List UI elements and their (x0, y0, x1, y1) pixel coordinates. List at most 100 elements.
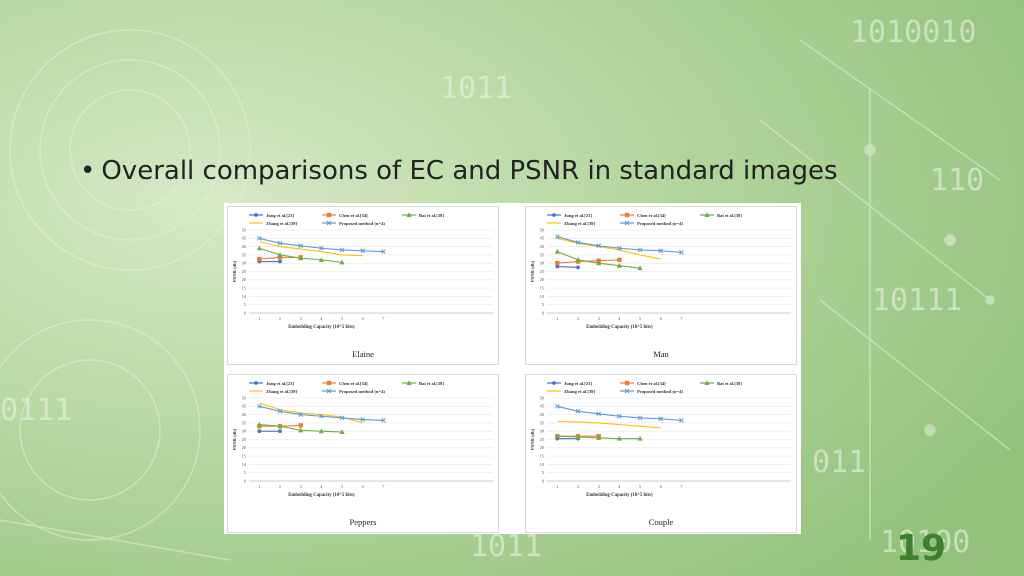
data-point (256, 245, 262, 251)
y-tick-label: 5 (244, 302, 247, 307)
legend-item: Bai et al.[38] (700, 380, 742, 386)
x-tick-label: 5 (341, 484, 344, 489)
slide-number: 19 (896, 528, 947, 569)
legend-label: Zhang et al.[39] (564, 389, 595, 394)
chart-frame (227, 374, 499, 533)
x-axis-label: Embedding Capacity (10^5 bits) (288, 325, 355, 330)
data-point (339, 247, 345, 253)
y-tick-label: 10 (540, 294, 545, 299)
legend-item: Chen et al.[34] (322, 380, 368, 386)
data-point (318, 257, 324, 262)
data-point (319, 245, 324, 251)
x-tick-label: 6 (660, 316, 663, 321)
legend-label: Chen et al.[34] (339, 213, 368, 218)
chart-legend: Jung et al.[23] Chen et al.[34] Bai et al.… (249, 380, 444, 394)
y-tick-label: 5 (244, 470, 247, 475)
x-tick-label: 5 (639, 316, 642, 321)
legend-label: Chen et al.[34] (637, 213, 666, 218)
legend-label: Jung et al.[23] (266, 213, 294, 218)
legend-label: Proposed method (n=4) (339, 221, 385, 226)
x-tick-label: 2 (577, 484, 579, 489)
x-tick-label: 3 (598, 316, 601, 321)
series-line (259, 241, 363, 257)
legend-item: Jung et al.[23] (249, 213, 294, 218)
legend-item: Zhang et al.[39] (547, 221, 595, 226)
x-tick-label: 4 (618, 484, 621, 489)
data-point (576, 265, 580, 270)
x-tick-label: 3 (300, 484, 303, 489)
x-tick-label: 2 (279, 316, 281, 321)
chart-frame (525, 206, 797, 365)
chart-title: Peppers (350, 517, 377, 527)
legend-item: Chen et al.[34] (620, 380, 666, 386)
y-tick-label: 15 (242, 454, 247, 459)
y-tick-label: 35 (540, 420, 545, 425)
chart-title: Elaine (352, 349, 374, 359)
data-point (339, 429, 345, 435)
x-tick-label: 3 (598, 484, 601, 489)
y-tick-label: 35 (540, 252, 545, 257)
y-tick-label: 40 (242, 244, 247, 249)
chart-panel-man: Jung et al.[23] Chen et al.[34] Bai et al.… (525, 206, 797, 365)
legend-marker (254, 381, 258, 385)
y-tick-label: 20 (242, 445, 247, 450)
legend-item: Jung et al.[23] (249, 381, 294, 386)
x-axis-label: Embedding Capacity (10^5 bits) (586, 325, 653, 330)
bullet-dot: • (80, 156, 96, 186)
legend-label: Zhang et al.[39] (564, 221, 595, 226)
series-3 (554, 433, 643, 441)
data-point (575, 257, 581, 262)
y-tick-label: 45 (242, 404, 247, 409)
background-binary-digits: 1010010 1011 110 10111 011 0111 1011 101… (0, 15, 984, 564)
data-point (617, 257, 622, 263)
data-point (277, 408, 283, 414)
legend-marker (254, 213, 258, 217)
legend-marker (624, 220, 630, 226)
x-tick-label: 2 (577, 316, 579, 321)
chart-man: Jung et al.[23] Chen et al.[34] Bai et al.… (525, 206, 797, 365)
y-tick-label: 20 (540, 445, 545, 450)
data-point (575, 408, 581, 414)
y-tick-label: 15 (242, 286, 247, 291)
y-tick-label: 25 (540, 269, 545, 274)
series-3 (256, 421, 345, 435)
legend-item: Jung et al.[23] (547, 381, 592, 386)
data-point (298, 412, 304, 417)
series-line (557, 420, 661, 429)
legend-label: Bai et al.[38] (419, 213, 444, 218)
chart-panel-elaine: Jung et al.[23] Chen et al.[34] Bai et al.… (227, 206, 499, 365)
legend-item: Jung et al.[23] (547, 213, 592, 218)
y-axis-label: PSNR (db) (530, 260, 535, 282)
legend-item: Chen et al.[34] (620, 212, 666, 218)
y-tick-label: 20 (242, 277, 247, 282)
data-point (617, 413, 622, 419)
data-point (277, 255, 283, 260)
legend-label: Proposed method (n=4) (637, 221, 683, 226)
y-tick-label: 30 (242, 429, 247, 434)
x-tick-label: 5 (639, 484, 642, 489)
data-point (277, 423, 283, 429)
series-1 (257, 259, 282, 264)
y-tick-label: 0 (542, 310, 545, 315)
legend-item: Proposed method (n=4) (322, 388, 385, 394)
legend-label: Jung et al.[23] (266, 381, 294, 386)
data-point (278, 259, 282, 264)
legend-label: Chen et al.[34] (637, 381, 666, 386)
comparison-figure: Jung et al.[23] Chen et al.[34] Bai et al.… (224, 203, 801, 534)
background-digits: 0111 (0, 393, 72, 428)
background-digits: 1011 (440, 71, 512, 106)
bullet-text: • Overall comparisons of EC and PSNR in s… (80, 156, 838, 186)
data-point (277, 252, 283, 257)
series-3 (256, 245, 345, 265)
chart-couple: Jung et al.[23] Chen et al.[34] Bai et al.… (525, 374, 797, 533)
bullet-label: Overall comparisons of EC and PSNR in st… (101, 156, 838, 186)
series-5 (256, 403, 386, 423)
data-point (360, 248, 366, 254)
x-axis-label: Embedding Capacity (10^5 bits) (586, 493, 653, 498)
background-digits: 10100 (880, 525, 970, 560)
legend-marker (326, 388, 332, 394)
legend-label: Zhang et al.[39] (266, 389, 297, 394)
background-circuit-lines (0, 29, 1011, 561)
legend-label: Jung et al.[23] (564, 381, 592, 386)
data-point (256, 235, 262, 241)
